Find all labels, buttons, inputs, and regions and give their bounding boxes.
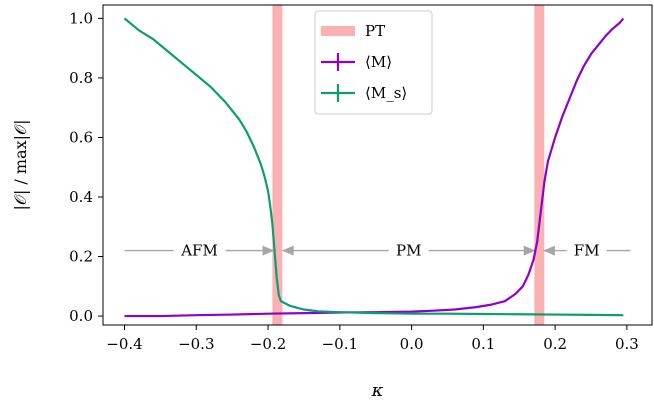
x-axis-label: κ (371, 380, 384, 401)
legend-entry-m: ⟨M⟩ (321, 53, 392, 71)
phase-transition-bands (272, 5, 545, 325)
pt-band (272, 5, 283, 325)
region-arrowhead (262, 245, 275, 256)
legend-box (314, 10, 433, 115)
series-lines (123, 17, 625, 318)
region-label: FM (574, 242, 600, 260)
x-tick-label: −0.4 (106, 335, 142, 353)
region-pm: PM (281, 242, 536, 260)
region-fm: FM (542, 242, 631, 260)
region-label: PM (396, 242, 421, 260)
legend-entry-ms: ⟨M_s⟩ (321, 84, 407, 102)
legend-label: ⟨M⟩ (365, 53, 392, 71)
y-tick-label: 0.8 (69, 69, 93, 87)
y-tick-label: 0.4 (69, 188, 93, 206)
y-axis-label: |𝒪| / max|𝒪| (11, 119, 30, 210)
x-tick-label: 0.1 (471, 335, 495, 353)
legend-handle (321, 26, 355, 36)
legend-label: ⟨M_s⟩ (365, 84, 407, 102)
region-arrowhead (542, 245, 555, 256)
x-tick-label: 0.3 (615, 335, 639, 353)
legend-entry-pt: PT (321, 22, 385, 40)
region-arrowhead (281, 245, 294, 256)
x-tick-label: 0.0 (400, 335, 424, 353)
legend: PT ⟨M⟩ ⟨M_s⟩ (314, 10, 433, 115)
phase-region-annotations: AFM PM FM (124, 242, 631, 260)
x-axis-ticks: −0.4 −0.3 −0.2 −0.1 0.0 0.1 0.2 0.3 (106, 325, 639, 353)
x-tick-label: −0.2 (250, 335, 286, 353)
series-line-m (124, 17, 625, 318)
region-label: AFM (180, 242, 218, 260)
x-tick-label: −0.1 (322, 335, 358, 353)
y-tick-label: 1.0 (69, 9, 93, 27)
series-line-ms (123, 17, 624, 317)
y-tick-label: 0.6 (69, 128, 93, 146)
legend-label: PT (365, 22, 385, 40)
y-tick-label: 0.0 (69, 307, 93, 325)
region-afm: AFM (124, 242, 275, 260)
x-tick-label: −0.3 (178, 335, 214, 353)
y-tick-label: 0.2 (69, 248, 93, 266)
y-axis-ticks: 0.0 0.2 0.4 0.6 0.8 1.0 (69, 9, 103, 325)
pt-band (534, 5, 545, 325)
plot-frame (102, 4, 653, 326)
region-arrowhead (523, 245, 536, 256)
x-tick-label: 0.2 (543, 335, 567, 353)
